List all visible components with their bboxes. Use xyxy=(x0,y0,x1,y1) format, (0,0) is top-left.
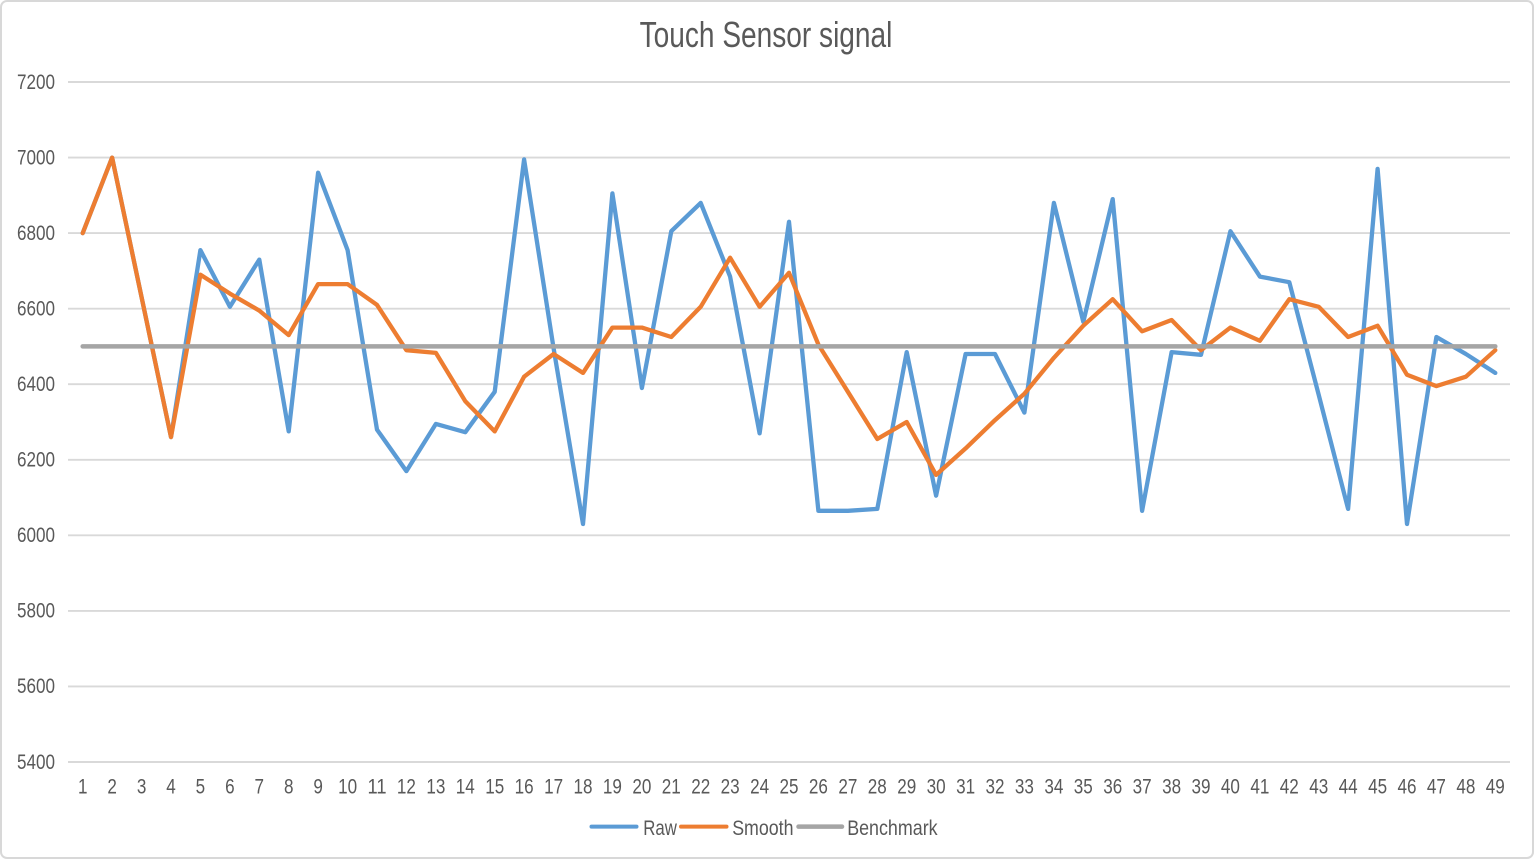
svg-text:21: 21 xyxy=(662,776,681,799)
svg-text:7200: 7200 xyxy=(17,71,55,94)
svg-text:2: 2 xyxy=(107,776,117,799)
svg-text:32: 32 xyxy=(986,776,1005,799)
svg-text:7000: 7000 xyxy=(17,146,55,169)
svg-text:22: 22 xyxy=(691,776,710,799)
svg-text:37: 37 xyxy=(1133,776,1152,799)
svg-text:1: 1 xyxy=(78,776,88,799)
svg-text:34: 34 xyxy=(1044,776,1063,799)
svg-text:5800: 5800 xyxy=(17,600,55,623)
svg-text:19: 19 xyxy=(603,776,622,799)
svg-text:8: 8 xyxy=(284,776,294,799)
svg-text:16: 16 xyxy=(515,776,534,799)
svg-text:36: 36 xyxy=(1103,776,1122,799)
svg-text:6800: 6800 xyxy=(17,222,55,245)
svg-text:44: 44 xyxy=(1339,776,1358,799)
svg-text:6200: 6200 xyxy=(17,449,55,472)
svg-text:25: 25 xyxy=(780,776,799,799)
svg-text:5400: 5400 xyxy=(17,751,55,774)
svg-text:12: 12 xyxy=(397,776,416,799)
svg-text:39: 39 xyxy=(1192,776,1211,799)
svg-text:26: 26 xyxy=(809,776,828,799)
svg-text:9: 9 xyxy=(313,776,323,799)
svg-text:3: 3 xyxy=(137,776,147,799)
svg-text:6600: 6600 xyxy=(17,298,55,321)
svg-text:24: 24 xyxy=(750,776,769,799)
svg-text:31: 31 xyxy=(956,776,975,799)
svg-text:28: 28 xyxy=(868,776,887,799)
svg-text:41: 41 xyxy=(1250,776,1269,799)
svg-text:43: 43 xyxy=(1309,776,1328,799)
svg-text:Raw: Raw xyxy=(643,817,677,840)
svg-text:4: 4 xyxy=(166,776,176,799)
svg-text:38: 38 xyxy=(1162,776,1181,799)
svg-text:42: 42 xyxy=(1280,776,1299,799)
svg-text:49: 49 xyxy=(1486,776,1505,799)
svg-text:30: 30 xyxy=(927,776,946,799)
svg-text:20: 20 xyxy=(632,776,651,799)
svg-text:10: 10 xyxy=(338,776,357,799)
svg-text:6: 6 xyxy=(225,776,235,799)
svg-text:48: 48 xyxy=(1456,776,1475,799)
svg-text:45: 45 xyxy=(1368,776,1387,799)
svg-text:5: 5 xyxy=(196,776,206,799)
svg-text:14: 14 xyxy=(456,776,475,799)
svg-text:11: 11 xyxy=(368,776,387,799)
svg-text:6400: 6400 xyxy=(17,373,55,396)
svg-text:29: 29 xyxy=(897,776,916,799)
svg-text:46: 46 xyxy=(1398,776,1417,799)
svg-text:23: 23 xyxy=(721,776,740,799)
svg-text:17: 17 xyxy=(544,776,563,799)
svg-text:Touch Sensor signal: Touch Sensor signal xyxy=(640,15,893,55)
svg-text:6000: 6000 xyxy=(17,524,55,547)
svg-text:15: 15 xyxy=(485,776,504,799)
svg-text:47: 47 xyxy=(1427,776,1446,799)
svg-text:13: 13 xyxy=(426,776,445,799)
svg-text:35: 35 xyxy=(1074,776,1093,799)
svg-text:40: 40 xyxy=(1221,776,1240,799)
svg-text:7: 7 xyxy=(255,776,265,799)
svg-text:5600: 5600 xyxy=(17,675,55,698)
svg-text:33: 33 xyxy=(1015,776,1034,799)
svg-text:Benchmark: Benchmark xyxy=(847,817,938,840)
svg-text:Smooth: Smooth xyxy=(732,817,793,840)
svg-text:27: 27 xyxy=(838,776,857,799)
svg-text:18: 18 xyxy=(574,776,593,799)
